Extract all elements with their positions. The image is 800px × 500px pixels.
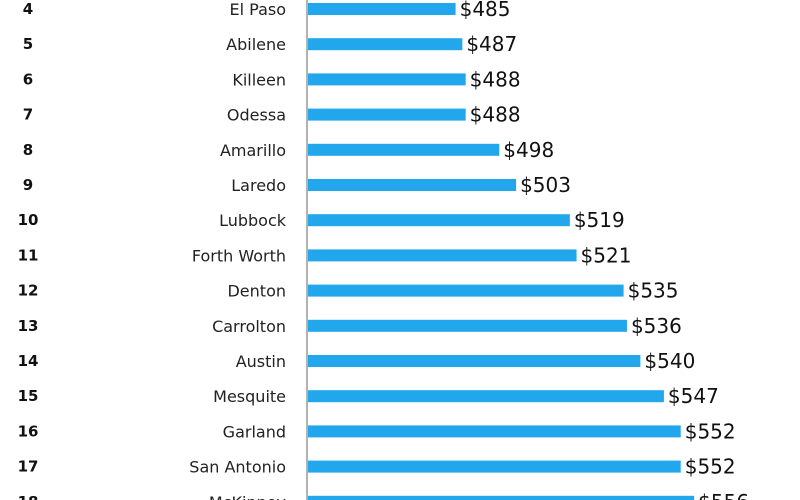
rank-label: 5: [23, 35, 33, 53]
rank-label: 12: [18, 282, 39, 300]
value-label: $536: [631, 314, 682, 338]
rank-label: 10: [18, 211, 39, 229]
bar: [308, 355, 641, 367]
rank-label: 6: [23, 70, 33, 88]
rank-label: 4: [23, 0, 33, 18]
value-label: $485: [460, 0, 511, 21]
rank-label: 18: [18, 493, 39, 500]
value-label: $488: [470, 67, 521, 91]
city-label: Austin: [236, 352, 286, 371]
value-label: $552: [685, 455, 736, 479]
value-label: $540: [644, 349, 695, 373]
bar: [308, 390, 664, 403]
value-label: $498: [503, 138, 554, 162]
city-label: Forth Worth: [192, 246, 286, 265]
bar: [308, 319, 627, 332]
value-label: $535: [628, 279, 679, 303]
rank-label: 7: [23, 106, 33, 124]
value-label: $547: [668, 384, 719, 408]
rank-label: 8: [23, 141, 33, 159]
bar: [308, 460, 681, 473]
bar: [308, 38, 463, 51]
city-label: Odessa: [227, 106, 286, 125]
city-label: El Paso: [230, 0, 287, 19]
rank-label: 13: [18, 317, 39, 335]
bars: [308, 3, 695, 500]
rank-label: 15: [18, 387, 39, 405]
bar: [308, 3, 456, 15]
bar: [308, 284, 624, 297]
city-label: Garland: [223, 422, 286, 441]
rank-label: 17: [18, 458, 39, 476]
value-label: $556: [698, 490, 749, 500]
rank-label: 16: [18, 422, 39, 440]
bar: [308, 495, 695, 500]
city-labels: El Paso Abilene Killeen Odessa Amarillo Lared…: [189, 0, 286, 500]
rank-label: 14: [18, 352, 39, 370]
bar: [308, 179, 517, 191]
value-label: $552: [685, 419, 736, 443]
rank-label: 11: [18, 246, 39, 264]
city-label: Killeen: [232, 70, 286, 89]
value-labels: $485 $487 $488 $488 $498 $503$519 $521 $535 $536…: [460, 0, 749, 500]
city-label: Carrolton: [212, 317, 286, 336]
city-label: Laredo: [231, 176, 286, 195]
rank-label: 9: [23, 176, 33, 194]
value-label: $488: [470, 103, 521, 127]
city-label: Lubbock: [219, 211, 287, 230]
city-label: McKinney: [209, 493, 286, 500]
bar: [308, 249, 577, 262]
city-label: Denton: [227, 282, 286, 301]
bar: [308, 108, 466, 121]
value-label: $487: [466, 32, 517, 56]
city-label: Mesquite: [213, 387, 286, 406]
rank-labels: 4 5 6 7 8 9 10 11 12 13 14 15 16 17 18: [18, 0, 39, 500]
city-label: San Antonio: [189, 458, 286, 477]
bar: [308, 73, 466, 86]
value-label: $503: [520, 173, 571, 197]
bar: [308, 214, 570, 227]
value-label: $519: [574, 208, 625, 232]
city-label: Abilene: [226, 35, 286, 54]
city-label: Amarillo: [220, 141, 286, 160]
bar: [308, 425, 681, 438]
value-label: $521: [581, 243, 632, 267]
bar: [308, 143, 500, 156]
